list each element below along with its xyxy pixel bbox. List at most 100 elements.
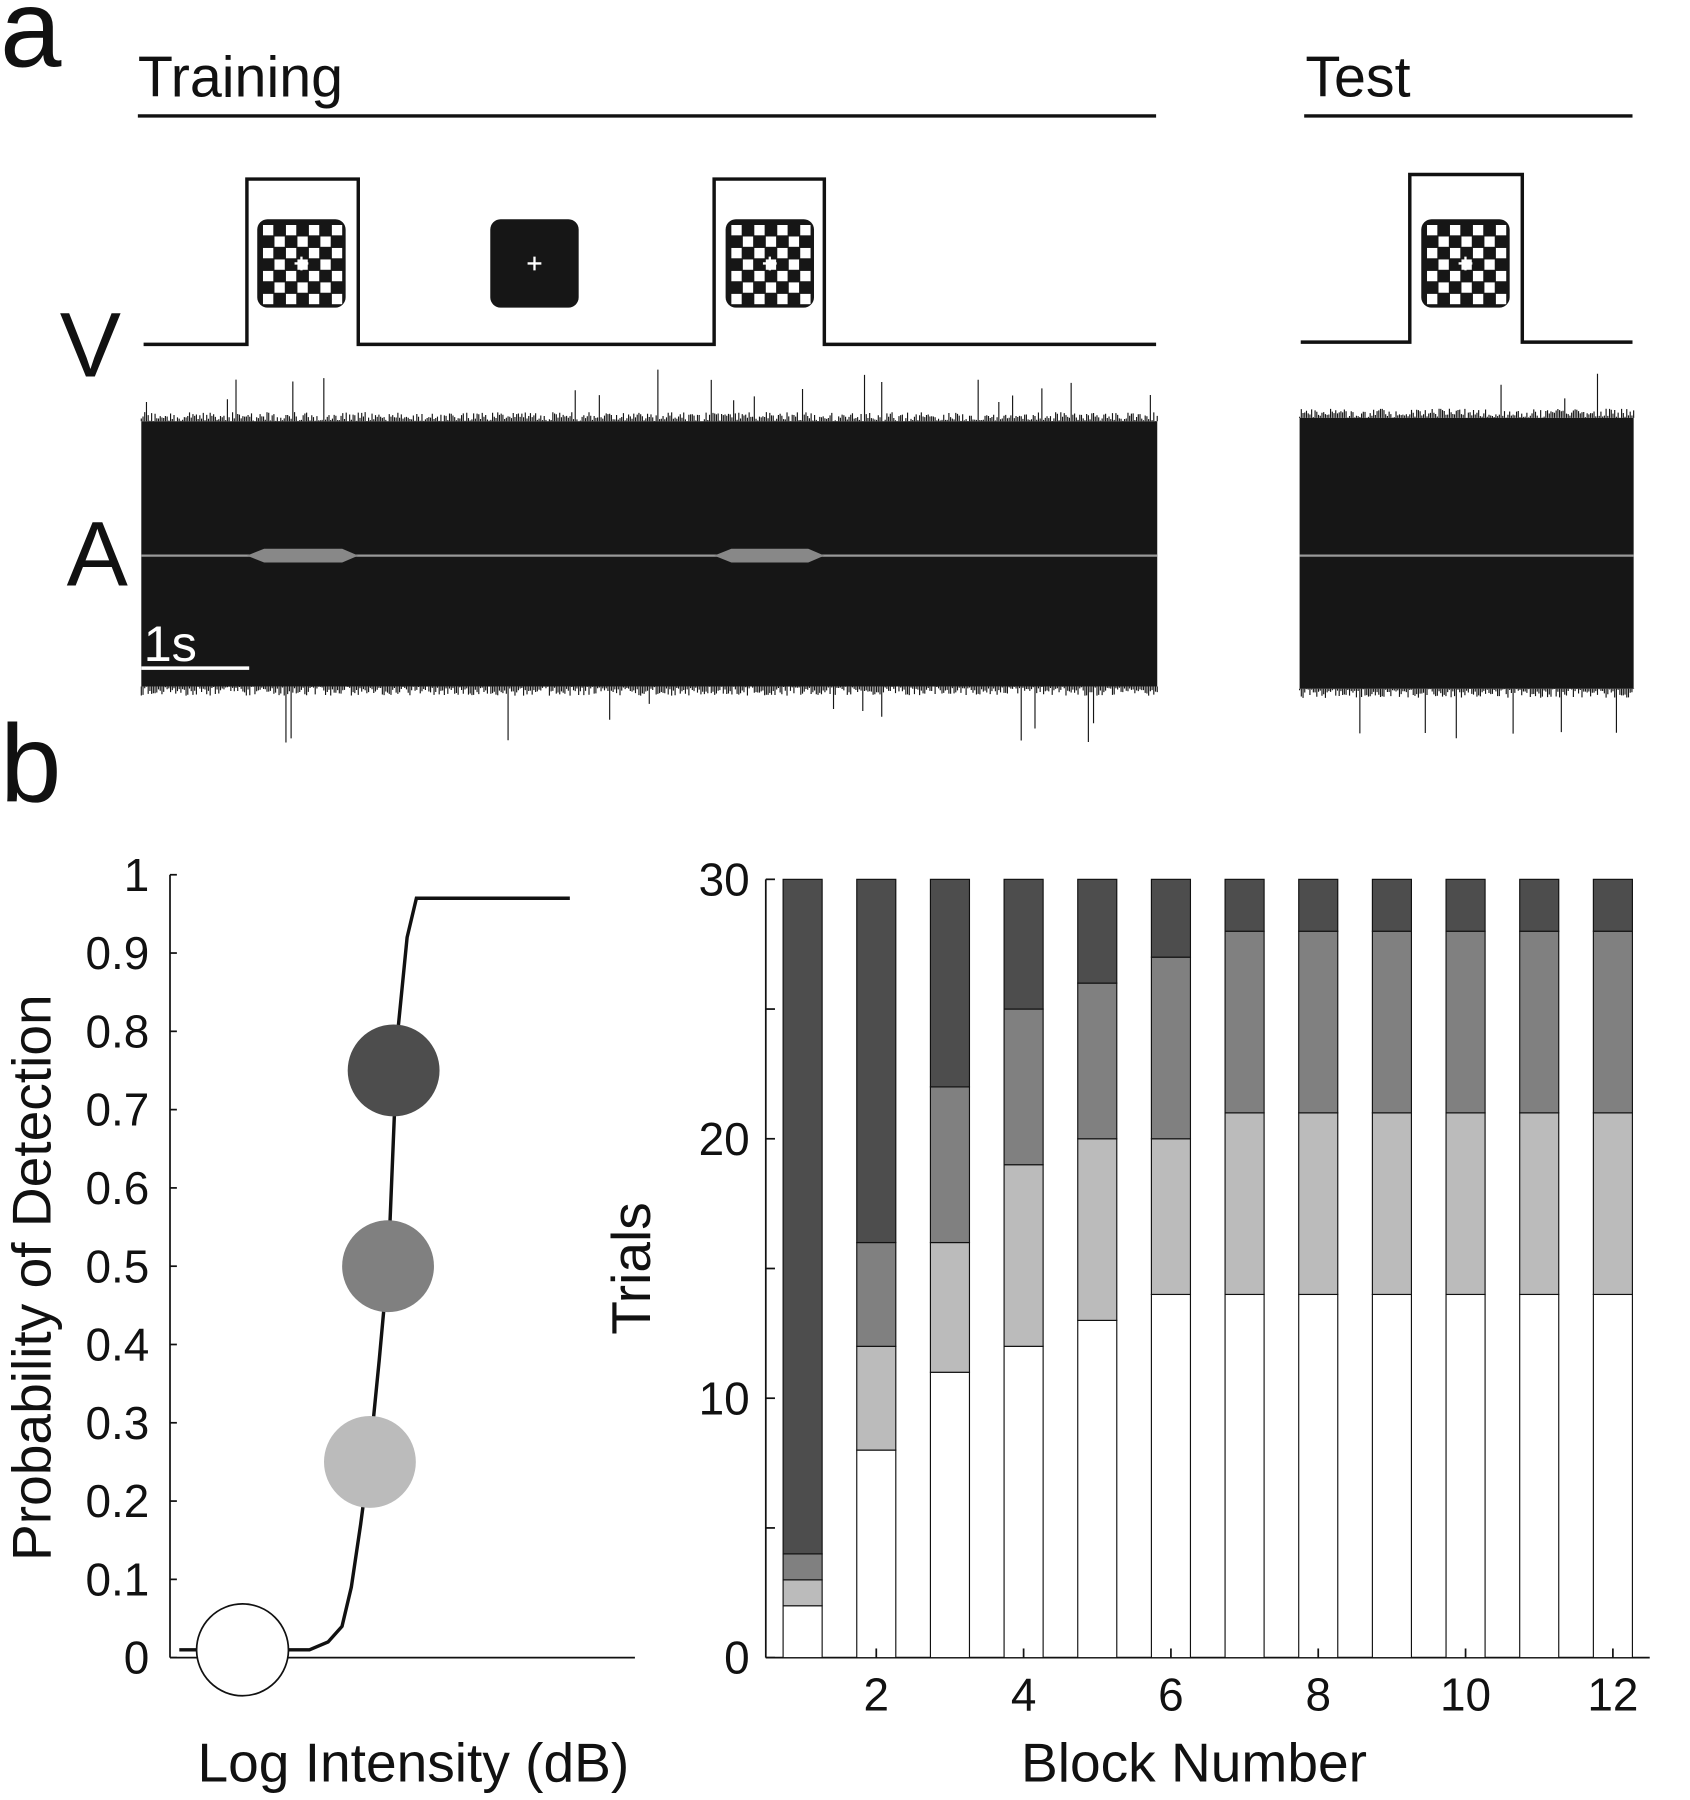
checker-square — [765, 236, 777, 247]
checker-square — [765, 282, 777, 293]
fixation-cross — [762, 256, 777, 271]
checker-square — [742, 282, 754, 293]
checker-square — [742, 259, 754, 270]
checker-square — [1495, 225, 1507, 236]
checker-square — [788, 236, 800, 247]
checker-square — [1484, 282, 1495, 293]
bar-segment — [1298, 930, 1339, 1114]
tone — [714, 548, 825, 563]
bar-segment — [1003, 1345, 1044, 1659]
bar-segment — [1445, 1112, 1486, 1296]
checker-square — [788, 259, 800, 270]
checker-square — [1472, 247, 1484, 259]
bar-segment — [929, 1371, 971, 1659]
bar-segment — [1519, 930, 1560, 1114]
bar-segment — [929, 1241, 971, 1373]
bar-segment — [1150, 1293, 1192, 1659]
checker-square — [1472, 225, 1484, 236]
checker-square — [285, 270, 297, 282]
checker-square — [1427, 225, 1438, 236]
visual-trace — [143, 177, 1157, 347]
bar-segment — [1371, 930, 1413, 1114]
checker-square — [285, 293, 297, 305]
bar-segment — [1445, 1293, 1486, 1659]
y-tick-label: 10 — [699, 1372, 750, 1424]
checker-square — [1461, 282, 1472, 293]
bar-segment — [782, 1605, 823, 1659]
bar-segment — [929, 878, 971, 1088]
checker-square — [297, 236, 308, 247]
checker-square — [262, 270, 274, 282]
checker-square — [800, 293, 811, 305]
bar-segment — [1077, 1138, 1118, 1321]
checker-square — [285, 247, 297, 259]
bar-segment — [1445, 878, 1486, 932]
bar-segment — [1298, 878, 1339, 932]
checker-square — [274, 282, 285, 293]
bar-segment — [856, 1449, 897, 1659]
checker-square — [754, 247, 765, 259]
visual-trace — [1300, 172, 1633, 344]
tone — [246, 548, 359, 563]
checker-square — [800, 270, 811, 282]
section-title: Test — [1305, 45, 1410, 109]
bar-segment — [1592, 1293, 1633, 1659]
checker-square — [800, 225, 811, 236]
checker-square — [262, 225, 274, 236]
bar-segment — [1224, 1112, 1265, 1296]
data-point — [347, 1024, 440, 1117]
panel-label: b — [0, 702, 61, 825]
bar-segment — [1371, 878, 1413, 932]
bar-segment — [1445, 930, 1486, 1114]
bar-segment — [1371, 1293, 1413, 1659]
bar-segment — [1224, 878, 1265, 932]
checker-square — [777, 293, 788, 305]
bar-segment — [1519, 1293, 1560, 1659]
checker-square — [1449, 225, 1461, 236]
checker-square — [1427, 293, 1438, 305]
x-tick-label: 6 — [1158, 1668, 1184, 1720]
checker-square — [1461, 236, 1472, 247]
checker-square — [1495, 270, 1507, 282]
fixation-cross — [527, 256, 542, 271]
noise-block — [1299, 417, 1634, 689]
checker-square — [320, 236, 331, 247]
bar-segment — [782, 878, 823, 1555]
checker-square — [731, 270, 742, 282]
bar-segment — [1298, 1112, 1339, 1296]
noise-spikes — [1299, 373, 1635, 739]
checker-square — [331, 247, 343, 259]
y-tick-label: 0.7 — [86, 1084, 150, 1136]
scale-bar-label: 1s — [144, 615, 197, 672]
y-axis-title: Probability of Detection — [1, 994, 63, 1561]
bar-segment — [1077, 1319, 1118, 1659]
y-tick-label: 0.4 — [86, 1319, 150, 1371]
checker-square — [1438, 236, 1449, 247]
checker-square — [308, 270, 320, 282]
checker-square — [331, 225, 343, 236]
checker-square — [1449, 293, 1461, 305]
audio-trace: 1s — [140, 369, 1635, 743]
y-tick-label: 0.5 — [86, 1240, 150, 1292]
fixation-cross — [294, 256, 309, 271]
checker-square — [777, 247, 788, 259]
checker-square — [274, 259, 285, 270]
bar-segment — [1003, 1164, 1044, 1347]
checker-square — [320, 259, 331, 270]
y-tick-label: 20 — [699, 1113, 750, 1165]
y-tick-label: 0.2 — [86, 1475, 150, 1527]
checker-square — [731, 225, 742, 236]
checker-square — [297, 282, 308, 293]
checker-square — [1438, 259, 1449, 270]
y-tick-label: 1 — [124, 849, 150, 901]
checker-square — [1427, 247, 1438, 259]
section-title: Training — [138, 45, 343, 109]
x-tick-label: 4 — [1011, 1668, 1037, 1720]
bar-segment — [1371, 1112, 1413, 1296]
bar-segment — [856, 1345, 897, 1451]
stimulus-icons — [257, 219, 1510, 308]
checker-square — [731, 293, 742, 305]
x-tick-label: 10 — [1440, 1668, 1491, 1720]
checker-square — [331, 293, 343, 305]
